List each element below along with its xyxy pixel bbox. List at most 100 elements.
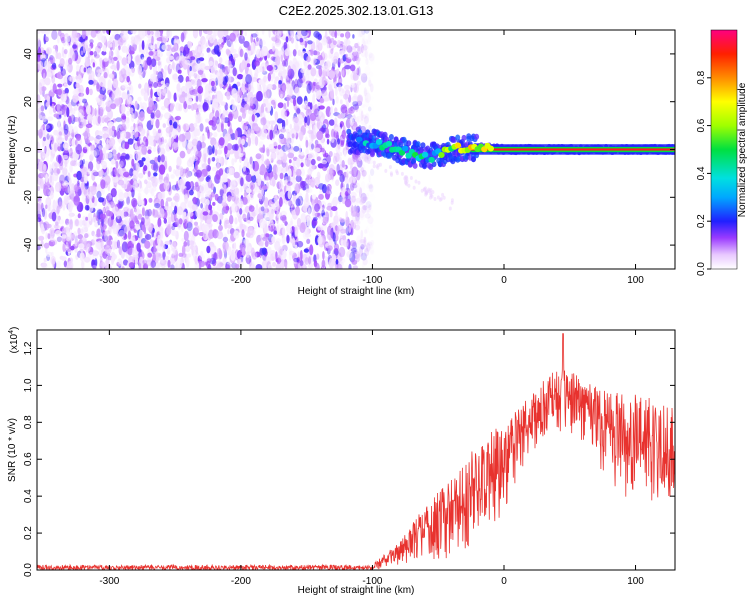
heatmap-cell — [265, 97, 269, 109]
heatmap-cell — [345, 31, 351, 39]
heatmap-cell — [225, 35, 230, 41]
heatmap-cell — [293, 257, 300, 263]
heatmap-cell — [327, 245, 333, 252]
heatmap-cell — [216, 72, 221, 77]
heatmap-cell — [198, 92, 202, 103]
heatmap-cell — [121, 241, 128, 253]
heatmap-cell — [300, 213, 307, 224]
heatmap-cell — [108, 226, 112, 235]
heatmap-cell — [77, 162, 81, 167]
heatmap-cell — [210, 80, 215, 87]
heatmap-cell — [249, 181, 255, 190]
heatmap-cell — [43, 124, 50, 130]
heatmap-cell — [225, 206, 230, 211]
heatmap-cell — [85, 105, 91, 115]
heatmap-cell — [216, 203, 223, 212]
heatmap-cell — [113, 167, 119, 176]
heatmap-cell — [286, 223, 292, 234]
heatmap-cell — [41, 115, 48, 123]
heatmap-cell — [190, 79, 198, 86]
heatmap-cell — [320, 89, 328, 97]
heatmap-cell — [98, 197, 105, 203]
heatmap-cell — [98, 131, 103, 137]
heatmap-cell — [99, 149, 103, 160]
heatmap-cell — [352, 183, 358, 189]
heatmap-cell — [58, 219, 65, 225]
heatmap-cell — [97, 30, 103, 41]
heatmap-cell — [361, 170, 364, 177]
heatmap-cell — [353, 52, 360, 61]
heatmap-cell — [37, 245, 41, 251]
heatmap-cell — [304, 100, 308, 105]
heatmap-cell — [52, 239, 58, 245]
heatmap-cell — [342, 239, 349, 248]
heatmap-cell — [306, 115, 311, 126]
heatmap-cell — [285, 128, 290, 134]
heatmap-cell — [129, 50, 135, 55]
heatmap-cell — [324, 97, 330, 102]
heatmap-cell — [106, 240, 113, 246]
heatmap-cell — [136, 145, 141, 151]
heatmap-cell — [352, 122, 358, 127]
heatmap-cell — [303, 248, 309, 253]
heatmap-cell — [233, 242, 237, 250]
heatmap-cell — [167, 91, 172, 100]
heatmap-cell — [289, 208, 293, 215]
heatmap-cell — [153, 82, 158, 88]
heatmap-cell — [218, 168, 224, 176]
heatmap-cell — [82, 159, 86, 165]
heatmap-cell — [265, 233, 270, 238]
heatmap-cell — [89, 88, 93, 96]
heatmap-cell — [341, 160, 345, 168]
heatmap-cell — [183, 230, 189, 242]
heatmap-cell — [121, 266, 125, 269]
heatmap-cell — [213, 44, 220, 55]
heatmap-cell — [369, 222, 374, 228]
heatmap-cell — [158, 144, 161, 153]
heatmap-cell — [169, 64, 173, 70]
heatmap-cell — [85, 123, 93, 128]
heatmap-cell — [78, 92, 85, 97]
heatmap-cell — [132, 250, 137, 258]
heatmap-cell — [198, 106, 204, 112]
heatmap-cell — [170, 240, 177, 250]
heatmap-cell — [217, 63, 222, 69]
heatmap-cell — [157, 71, 164, 82]
heatmap-cell — [366, 38, 369, 49]
heatmap-cell — [296, 108, 301, 114]
heatmap-cell — [206, 95, 212, 106]
heatmap-cell — [284, 59, 289, 67]
heatmap-cell — [102, 231, 109, 237]
heatmap-cell — [274, 200, 280, 212]
heatmap-cell — [205, 118, 210, 123]
heatmap-cell — [354, 116, 359, 123]
heatmap-cell — [64, 160, 68, 168]
heatmap-cell — [271, 36, 277, 42]
heatmap-cell — [61, 234, 67, 239]
heatmap-cell — [266, 65, 273, 72]
heatmap-cell — [218, 137, 225, 146]
heatmap-cell — [130, 233, 136, 244]
heatmap-cell — [93, 233, 96, 244]
heatmap-cell — [115, 87, 121, 99]
heatmap-cell — [348, 106, 355, 114]
heatmap-cell — [422, 163, 427, 170]
heatmap-cell — [252, 160, 260, 172]
heatmap-cell — [248, 246, 252, 252]
heatmap-cell — [153, 102, 159, 112]
heatmap-cell — [412, 162, 418, 169]
heatmap-cell — [238, 46, 243, 57]
heatmap-cell — [366, 183, 371, 189]
heatmap-cell — [129, 168, 134, 177]
heatmap-cell — [138, 179, 141, 186]
heatmap-cell — [121, 138, 126, 149]
heatmap-cell — [322, 51, 325, 58]
heatmap-cell — [116, 211, 120, 220]
heatmap-cell — [63, 123, 69, 135]
heatmap-cell — [71, 138, 79, 148]
heatmap-cell — [364, 92, 371, 104]
heatmap-cell — [304, 58, 307, 70]
heatmap-cell — [96, 83, 101, 92]
heatmap-cell — [136, 137, 141, 147]
heatmap-cell — [227, 195, 232, 202]
